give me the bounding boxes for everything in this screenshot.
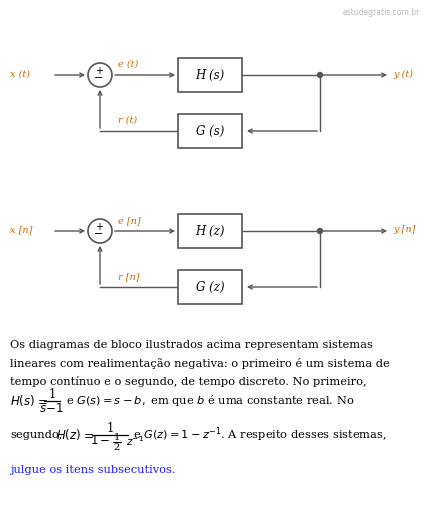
Text: e $G(z) = 1 - z^{-1}$. A respeito desses sistemas,: e $G(z) = 1 - z^{-1}$. A respeito desses… (133, 426, 387, 444)
Text: $1-$: $1-$ (90, 435, 110, 448)
Text: e $G(s) = s - b,$ em que $b$ é uma constante real. No: e $G(s) = s - b,$ em que $b$ é uma const… (66, 393, 354, 408)
Text: $=$: $=$ (81, 428, 94, 441)
Bar (178, 214, 242, 248)
Text: −: − (94, 229, 104, 240)
Text: e [n]: e [n] (118, 216, 141, 225)
Text: r (t): r (t) (118, 116, 137, 125)
Text: 1: 1 (106, 421, 114, 435)
Text: x (t): x (t) (10, 69, 30, 79)
Circle shape (317, 72, 322, 78)
Text: −: − (94, 73, 104, 83)
Text: Os diagramas de bloco ilustrados acima representam sistemas: Os diagramas de bloco ilustrados acima r… (10, 340, 373, 350)
Text: tempo contínuo e o segundo, de tempo discreto. No primeiro,: tempo contínuo e o segundo, de tempo dis… (10, 376, 367, 387)
Text: x [n]: x [n] (10, 226, 32, 234)
Text: H (z): H (z) (195, 225, 225, 238)
Text: $\mathbf{\mathit{H(z)}}$: $\mathbf{\mathit{H(z)}}$ (56, 428, 81, 442)
Text: $z^{-1}$: $z^{-1}$ (126, 434, 144, 448)
Text: $\mathbf{\mathit{H(s)}}$: $\mathbf{\mathit{H(s)}}$ (10, 393, 35, 408)
Text: segundo,: segundo, (10, 430, 62, 440)
Text: y (t): y (t) (393, 69, 413, 79)
Text: G (s): G (s) (196, 125, 224, 138)
Text: r [n]: r [n] (118, 272, 139, 281)
Text: 1: 1 (114, 433, 120, 442)
Text: 1: 1 (48, 389, 56, 402)
Bar (178, 58, 242, 92)
Bar (178, 114, 242, 148)
Circle shape (88, 63, 112, 87)
Text: $s\!-\!1$: $s\!-\!1$ (40, 402, 65, 415)
Text: H (s): H (s) (196, 68, 225, 81)
Bar (178, 270, 242, 304)
Text: y [n]: y [n] (393, 226, 415, 234)
Circle shape (88, 219, 112, 243)
Text: +: + (95, 222, 103, 232)
Text: $=$: $=$ (35, 394, 48, 407)
Text: G (z): G (z) (196, 280, 225, 293)
Text: estudegratis.com.br: estudegratis.com.br (343, 8, 420, 17)
Text: e (t): e (t) (118, 60, 138, 69)
Text: lineares com realimentação negativa: o primeiro é um sistema de: lineares com realimentação negativa: o p… (10, 358, 390, 369)
Circle shape (317, 229, 322, 233)
Text: +: + (95, 67, 103, 77)
Text: 2: 2 (114, 442, 120, 452)
Text: julgue os itens subsecutivos.: julgue os itens subsecutivos. (10, 465, 176, 475)
